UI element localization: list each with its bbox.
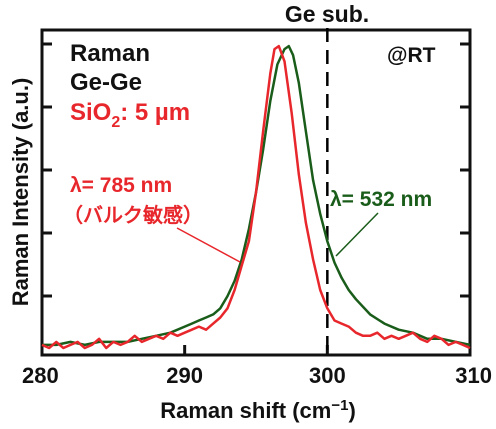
x-tick-labels: 280 290 300 310: [22, 363, 492, 388]
ge-substrate-label: Ge sub.: [285, 1, 369, 27]
x-tick-label: 310: [455, 363, 492, 388]
red-bulk-sensitive-label: （バルク敏感）: [63, 203, 203, 227]
series-785nm-line: [41, 44, 471, 350]
series-532nm-line: [42, 44, 471, 347]
x-tick-label: 300: [309, 363, 346, 388]
green-label-leader: [335, 212, 379, 257]
sio2-thickness-label: SiO2: 5 µm: [70, 99, 190, 131]
title-ge-ge: Ge-Ge: [70, 69, 142, 96]
plot-frame: [40, 28, 472, 357]
x-tick-label: 280: [22, 363, 59, 388]
green-wavelength-label: λ= 532 nm: [330, 188, 432, 211]
title-raman: Raman: [70, 40, 150, 67]
red-label-leader: [176, 227, 241, 263]
y-ticks: [42, 42, 470, 298]
red-wavelength-label: λ= 785 nm: [70, 174, 172, 197]
condition-label: @RT: [387, 44, 436, 67]
y-axis-label: Raman Intensity (a.u.): [8, 78, 33, 307]
x-tick-label: 290: [166, 363, 203, 388]
x-axis-label: Raman shift (cm−1): [160, 397, 356, 423]
